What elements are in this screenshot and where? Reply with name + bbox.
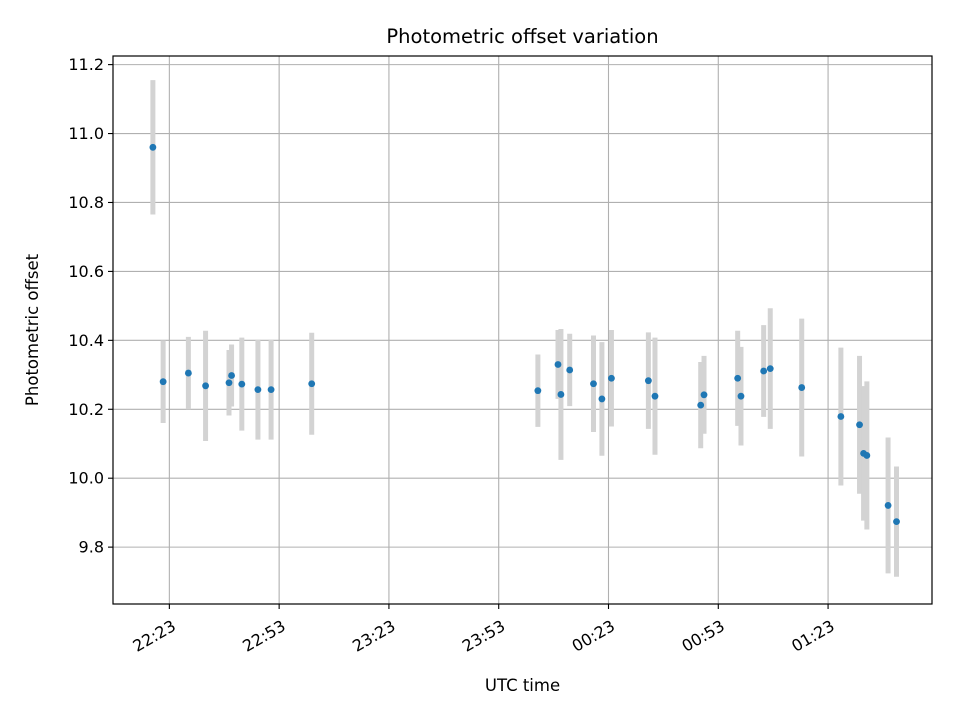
data-point xyxy=(734,374,742,382)
data-point xyxy=(760,367,768,375)
data-point xyxy=(254,386,262,394)
grid xyxy=(113,56,932,604)
y-tick-label: 9.8 xyxy=(79,538,104,557)
y-tick-label: 10.0 xyxy=(68,469,104,488)
data-point xyxy=(308,380,316,388)
data-point xyxy=(856,421,863,429)
data-point xyxy=(893,518,900,526)
chart-title: Photometric offset variation xyxy=(386,25,658,48)
data-point xyxy=(557,391,565,398)
data-point xyxy=(837,413,845,420)
data-point xyxy=(737,392,745,400)
data-point xyxy=(590,380,597,388)
data-point xyxy=(554,361,562,368)
data-point xyxy=(202,382,209,390)
data-point xyxy=(884,502,892,509)
data-point xyxy=(228,372,235,379)
data-point xyxy=(651,392,659,400)
data-point xyxy=(766,365,774,373)
data-points xyxy=(149,143,900,526)
data-point xyxy=(697,401,705,409)
data-point xyxy=(238,380,246,388)
data-point xyxy=(608,374,615,382)
data-point xyxy=(267,386,275,394)
y-tick-label: 10.2 xyxy=(68,400,104,419)
data-point xyxy=(700,391,708,399)
data-point xyxy=(566,366,574,374)
y-axis: 9.8 10.0 10.2 10.4 10.6 10.8 11.0 11.2 xyxy=(68,55,113,557)
data-point xyxy=(159,378,167,386)
plot-frame xyxy=(112,55,933,605)
data-point xyxy=(184,369,192,377)
x-axis-label: UTC time xyxy=(485,676,560,695)
data-point xyxy=(149,143,157,151)
y-axis-label: Photometric offset xyxy=(23,253,42,406)
y-tick-label: 10.8 xyxy=(68,193,104,212)
data-point xyxy=(598,395,606,403)
y-tick-label: 11.0 xyxy=(68,124,104,143)
y-tick-label: 10.4 xyxy=(68,331,104,350)
data-point xyxy=(225,379,233,387)
y-tick-label: 10.6 xyxy=(68,262,104,281)
data-point xyxy=(863,452,871,459)
y-tick-label: 11.2 xyxy=(68,55,104,74)
data-point xyxy=(534,387,542,395)
data-point xyxy=(798,384,806,391)
data-point xyxy=(644,377,652,385)
